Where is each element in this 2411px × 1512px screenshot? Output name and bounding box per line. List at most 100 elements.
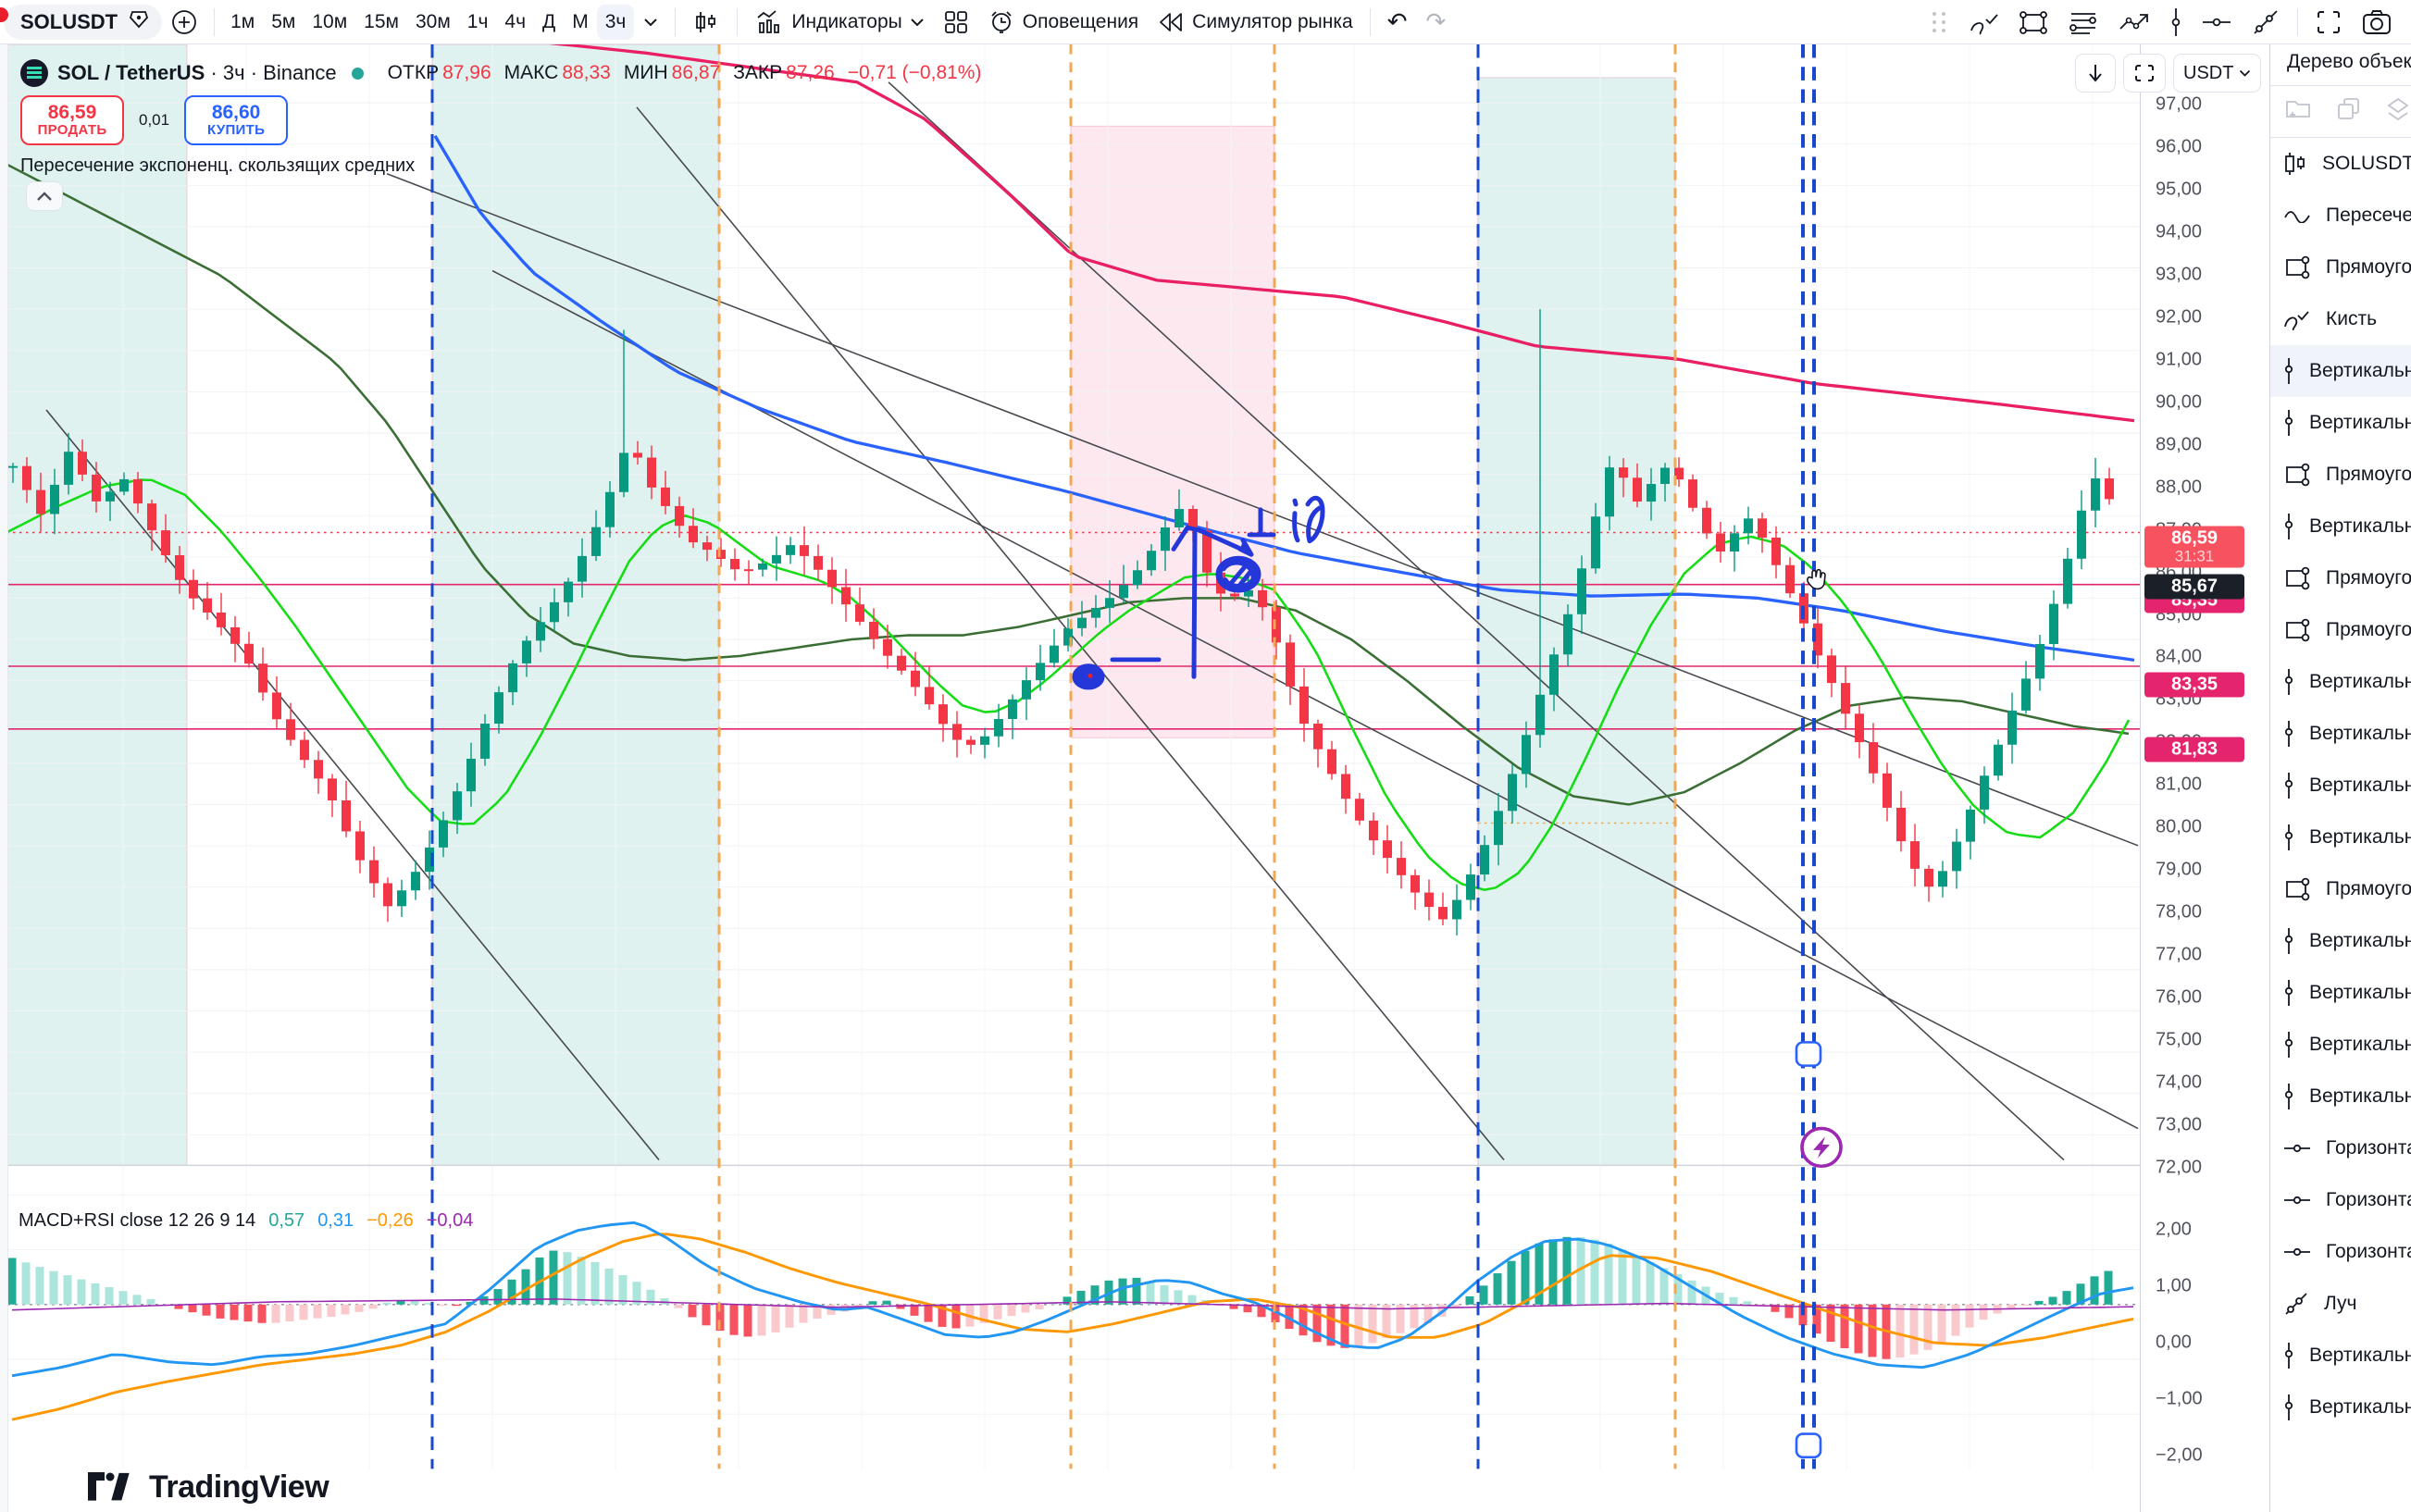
- object-tree-item-10[interactable]: Вертикальна: [2270, 656, 2411, 708]
- chevron-up-icon: [37, 191, 52, 201]
- indicators-button[interactable]: Индикаторы: [745, 5, 933, 40]
- collapse-panel-button[interactable]: [26, 181, 63, 211]
- brush-icon: [2284, 311, 2309, 330]
- timeframe-М[interactable]: М: [564, 5, 597, 40]
- object-tree-item-24[interactable]: Вертикальна: [2270, 1382, 2411, 1433]
- object-tree-item-1[interactable]: Пересечени: [2270, 190, 2411, 242]
- alerts-button[interactable]: Оповещения: [978, 5, 1148, 40]
- tradingview-logo[interactable]: TradingView: [88, 1469, 329, 1506]
- object-tree-item-3[interactable]: Кисть: [2270, 293, 2411, 345]
- currency-selector-button[interactable]: USDT: [2173, 54, 2262, 93]
- macd-tick-label: −1,00: [2156, 1388, 2203, 1409]
- price-tick-label: 74,00: [2156, 1072, 2203, 1093]
- parallel-lines-button[interactable]: [2058, 5, 2108, 40]
- sort-button[interactable]: [2385, 97, 2411, 126]
- chart-canvas[interactable]: [0, 44, 2140, 1512]
- object-tree-item-16[interactable]: Вертикальна: [2270, 967, 2411, 1019]
- chart-style-button[interactable]: [683, 5, 729, 40]
- timeframe-5м[interactable]: 5м: [263, 5, 304, 40]
- rectangle-button[interactable]: [2008, 5, 2058, 40]
- duplicate-button[interactable]: [2337, 97, 2361, 126]
- vline-icon: [2284, 1394, 2293, 1420]
- object-tree-item-13[interactable]: Вертикальна: [2270, 812, 2411, 863]
- chart-legend: SOL / TetherUS · 3ч · Binance ОТКР 87,96 …: [20, 59, 981, 87]
- add-symbol-button[interactable]: [162, 5, 206, 40]
- strategy-title: Пересечение экспоненц. скользящих средни…: [20, 155, 416, 176]
- symbol-flag-icon[interactable]: [127, 7, 151, 37]
- selection-handle[interactable]: [1795, 1432, 1822, 1459]
- object-tree-item-20[interactable]: Горизонталь: [2270, 1174, 2411, 1226]
- pair-title[interactable]: SOL / TetherUS · 3ч · Binance: [57, 61, 337, 84]
- camera-button[interactable]: [2352, 5, 2402, 40]
- brush-button[interactable]: [1958, 5, 2008, 40]
- indicators-icon: [757, 9, 780, 33]
- price-scale[interactable]: 97,00 96,00 95,00 94,00 93,00 92,00 91,00 90,00…: [2140, 44, 2269, 1512]
- rect-icon: [2286, 618, 2310, 642]
- sell-button[interactable]: 86,59 ПРОДАТЬ: [20, 95, 124, 145]
- timeframe-4ч[interactable]: 4ч: [496, 5, 534, 40]
- horizontal-line-button[interactable]: [2192, 5, 2242, 40]
- scroll-to-realtime-button[interactable]: [2075, 54, 2116, 93]
- hand-drawn-annotations: [1072, 495, 1325, 690]
- price-tick-label: 76,00: [2156, 986, 2203, 1008]
- macd-signal-line: [11, 1233, 2134, 1421]
- collapsed-left-toolbar[interactable]: [0, 44, 8, 1512]
- vline-icon: [2284, 358, 2293, 384]
- vertical-line-button[interactable]: [2160, 5, 2192, 40]
- buy-button[interactable]: 86,60 КУПИТЬ: [184, 95, 289, 145]
- object-tree-item-0[interactable]: SOLUSDT · B: [2270, 138, 2411, 190]
- undo-button[interactable]: ↶: [1378, 5, 1417, 40]
- rect-icon: [2286, 255, 2310, 279]
- timeframe-15м[interactable]: 15м: [355, 5, 407, 40]
- object-tree-item-15[interactable]: Вертикальна: [2270, 915, 2411, 967]
- vertical-line-icon: [2171, 7, 2181, 36]
- trendline: [491, 269, 2139, 1130]
- solana-coin-icon: [20, 59, 48, 87]
- timeframe-Д[interactable]: Д: [534, 5, 564, 40]
- change-value: −0,71 (−0,81%): [847, 62, 982, 83]
- timeframe-10м[interactable]: 10м: [304, 5, 355, 40]
- selection-handle[interactable]: [1795, 1041, 1822, 1067]
- object-tree-item-11[interactable]: Вертикальна: [2270, 708, 2411, 760]
- object-tree-item-23[interactable]: Вертикальна: [2270, 1330, 2411, 1382]
- object-tree-item-8[interactable]: Прямоугольн: [2270, 552, 2411, 604]
- object-tree-item-7[interactable]: Вертикальна: [2270, 501, 2411, 552]
- polyline-arrow-button[interactable]: [2108, 5, 2160, 40]
- timeframe-30м[interactable]: 30м: [407, 5, 459, 40]
- drag-handle-button[interactable]: [1920, 5, 1958, 40]
- object-tree-item-2[interactable]: Прямоугольн: [2270, 242, 2411, 293]
- reset-scale-button[interactable]: [2123, 54, 2166, 93]
- timeframe-1ч[interactable]: 1ч: [459, 5, 497, 40]
- object-tree-item-22[interactable]: Луч: [2270, 1278, 2411, 1330]
- timeframe-1м[interactable]: 1м: [222, 5, 263, 40]
- macd-legend: MACD+RSI close 12 26 9 14 0,57 0,31 −0,26−…: [19, 1210, 474, 1231]
- object-tree-item-5[interactable]: Вертикальна: [2270, 397, 2411, 449]
- timeframe-3ч[interactable]: 3ч: [596, 4, 635, 40]
- price-tick-label: 90,00: [2156, 391, 2203, 413]
- timeframe-dropdown-button[interactable]: [634, 5, 667, 40]
- object-tree-item-19[interactable]: Горизонталь: [2270, 1122, 2411, 1174]
- object-tree-item-9[interactable]: Прямоугольн: [2270, 604, 2411, 656]
- price-tick-label: 84,00: [2156, 646, 2203, 667]
- object-tree-item-18[interactable]: Вертикальна: [2270, 1071, 2411, 1122]
- symbol-search-button[interactable]: SOLUSDT: [4, 4, 163, 40]
- trendline: [45, 409, 660, 1160]
- fullscreen-button[interactable]: [2305, 5, 2352, 40]
- redo-button[interactable]: ↷: [1416, 5, 1455, 40]
- object-tree-item-4[interactable]: Вертикальна: [2270, 345, 2411, 397]
- fullscreen-icon: [2318, 10, 2340, 33]
- notification-dot: [0, 7, 8, 22]
- object-tree-item-6[interactable]: Прямоугольн: [2270, 449, 2411, 501]
- horizontal-line-icon: [2203, 18, 2231, 26]
- object-tree-item-14[interactable]: Прямоугольн: [2270, 863, 2411, 915]
- object-tree-item-17[interactable]: Вертикальна: [2270, 1019, 2411, 1071]
- object-tree-item-21[interactable]: Горизонталь: [2270, 1226, 2411, 1278]
- market-status-dot[interactable]: [351, 67, 364, 80]
- layout-grid-button[interactable]: [934, 5, 978, 40]
- ray-button[interactable]: [2242, 5, 2290, 40]
- price-tick-label: 92,00: [2156, 306, 2203, 328]
- drawing-tools-group: [1920, 0, 2402, 43]
- object-tree-item-12[interactable]: Вертикальна: [2270, 760, 2411, 812]
- market-simulator-button[interactable]: Симулятор рынка: [1148, 5, 1362, 40]
- new-group-button[interactable]: [2285, 97, 2313, 126]
